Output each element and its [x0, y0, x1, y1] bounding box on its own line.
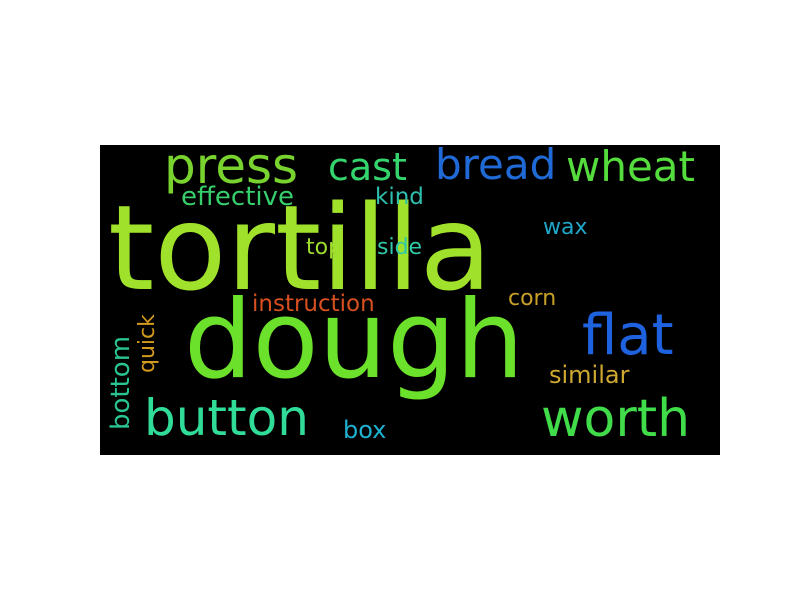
- word-effective: effective: [181, 182, 295, 212]
- word-press: press: [164, 145, 299, 195]
- word-wax: wax: [543, 215, 588, 240]
- word-cloud: tortilla dough press cast bread wheat ef…: [100, 145, 720, 455]
- word-side: side: [377, 235, 423, 260]
- word-tortilla: tortilla: [108, 179, 492, 317]
- word-similar: similar: [549, 361, 630, 389]
- word-kind: kind: [375, 184, 424, 210]
- word-wheat: wheat: [566, 145, 696, 191]
- word-flat: flat: [582, 303, 674, 368]
- word-quick: quick: [135, 314, 160, 373]
- word-instruction: instruction: [252, 291, 375, 317]
- word-corn: corn: [508, 286, 557, 311]
- word-bread: bread: [435, 145, 557, 189]
- word-button: button: [144, 389, 309, 447]
- word-dough: dough: [184, 278, 525, 403]
- word-box: box: [343, 416, 387, 444]
- word-worth: worth: [541, 389, 691, 449]
- word-bottom: bottom: [106, 335, 136, 430]
- word-top: top: [306, 235, 343, 260]
- word-cast: cast: [328, 145, 407, 189]
